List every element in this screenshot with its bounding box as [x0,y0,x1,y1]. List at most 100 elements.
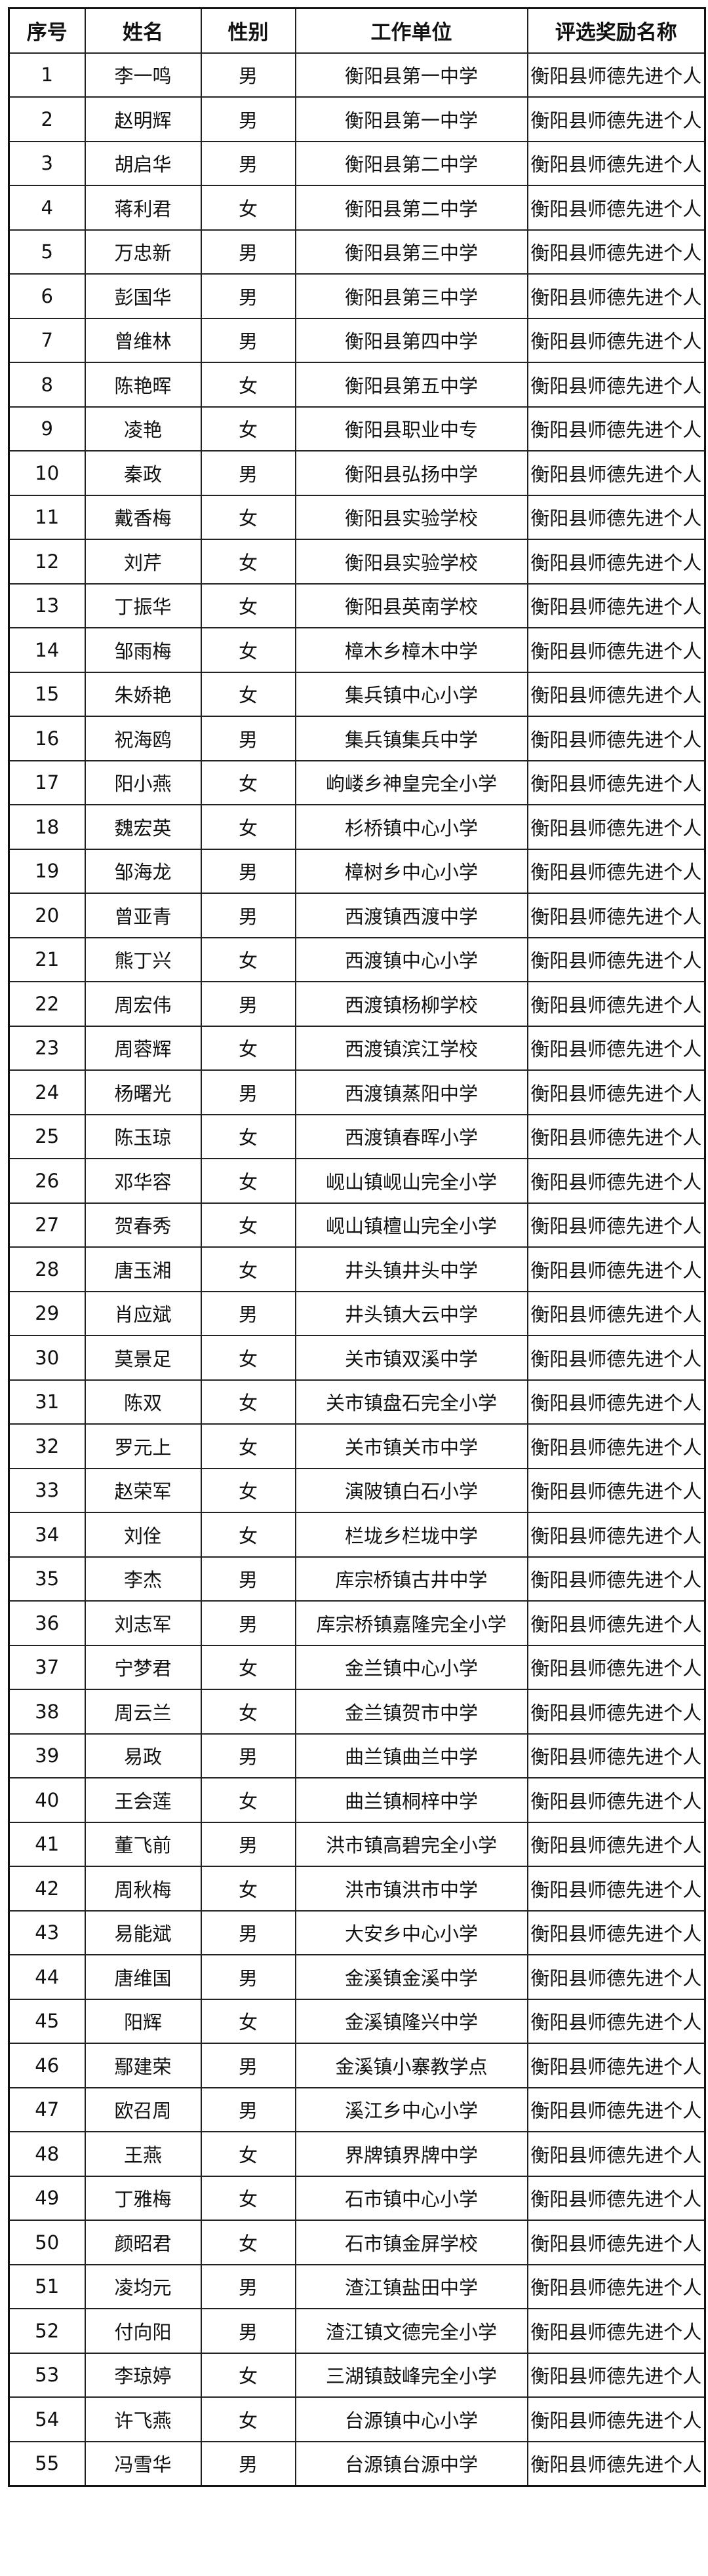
cell-gender: 男 [200,2308,296,2354]
cell-name: 周云兰 [84,1689,202,1735]
cell-name: 蒋利君 [84,185,202,231]
cell-workplace: 西渡镇滨江学校 [294,1025,528,1071]
cell-index: 3 [8,140,86,186]
cell-award: 衡阳县师德先进个人 [526,2440,706,2487]
cell-workplace: 台源镇中心小学 [294,2396,528,2442]
cell-workplace: 演陂镇白石小学 [294,1467,528,1513]
cell-index: 38 [8,1689,86,1735]
table-row: 36 刘志军男库宗桥镇嘉隆完全小学 衡阳县师德先进个人 [8,1600,706,1646]
cell-workplace: 西渡镇西渡中学 [294,893,528,938]
cell-index: 16 [8,716,86,761]
cell-gender: 女 [200,1158,296,1204]
table-row: 25 陈玉琼女西渡镇春晖小学 衡阳县师德先进个人 [8,1113,706,1159]
cell-award: 衡阳县师德先进个人 [526,893,706,938]
cell-name: 颜昭君 [84,2220,202,2265]
cell-gender: 男 [200,848,296,894]
cell-gender: 女 [200,1644,296,1690]
cell-award: 衡阳县师德先进个人 [526,494,706,540]
cell-award: 衡阳县师德先进个人 [526,1202,706,1248]
cell-workplace: 石市镇金屏学校 [294,2220,528,2265]
cell-name: 邓华容 [84,1158,202,1204]
cell-gender: 女 [200,1379,296,1425]
cell-workplace: 西渡镇中心小学 [294,936,528,982]
cell-gender: 男 [200,1290,296,1336]
cell-workplace: 衡阳县第五中学 [294,362,528,408]
cell-award: 衡阳县师德先进个人 [526,759,706,805]
cell-index: 13 [8,583,86,628]
table-row: 29 肖应斌男井头镇大云中学 衡阳县师德先进个人 [8,1290,706,1336]
cell-workplace: 衡阳县第四中学 [294,317,528,363]
cell-award: 衡阳县师德先进个人 [526,2220,706,2265]
cell-award: 衡阳县师德先进个人 [526,2352,706,2398]
cell-award: 衡阳县师德先进个人 [526,1025,706,1071]
cell-index: 6 [8,273,86,319]
cell-index: 43 [8,1910,86,1955]
cell-index: 35 [8,1556,86,1602]
cell-name: 李一鸣 [84,52,202,98]
cell-index: 17 [8,759,86,805]
cell-index: 9 [8,406,86,452]
table-row: 44 唐维国男金溪镇金溪中学 衡阳县师德先进个人 [8,1954,706,2000]
cell-name: 丁雅梅 [84,2175,202,2221]
cell-workplace: 洪市镇高碧完全小学 [294,1821,528,1867]
cell-index: 7 [8,317,86,363]
cell-name: 曾维林 [84,317,202,363]
cell-name: 曾亚青 [84,893,202,938]
cell-index: 51 [8,2263,86,2309]
cell-gender: 女 [200,2175,296,2221]
cell-index: 46 [8,2043,86,2088]
cell-name: 欧召周 [84,2086,202,2132]
cell-workplace: 岘山镇岘山完全小学 [294,1158,528,1204]
cell-gender: 女 [200,759,296,805]
cell-name: 彭国华 [84,273,202,319]
cell-name: 李琼婷 [84,2352,202,2398]
cell-award: 衡阳县师德先进个人 [526,671,706,717]
cell-name: 许飞燕 [84,2396,202,2442]
cell-name: 赵明辉 [84,96,202,142]
cell-award: 衡阳县师德先进个人 [526,52,706,98]
cell-award: 衡阳县师德先进个人 [526,583,706,628]
table-row: 7 曾维林男衡阳县第四中学 衡阳县师德先进个人 [8,317,706,363]
cell-name: 王燕 [84,2131,202,2177]
cell-name: 冯雪华 [84,2440,202,2487]
cell-award: 衡阳县师德先进个人 [526,1379,706,1425]
cell-workplace: 金溪镇小寨教学点 [294,2043,528,2088]
cell-name: 肖应斌 [84,1290,202,1336]
cell-award: 衡阳县师德先进个人 [526,2131,706,2177]
table-row: 51 凌均元男渣江镇盐田中学 衡阳县师德先进个人 [8,2263,706,2309]
cell-index: 47 [8,2086,86,2132]
cell-workplace: 衡阳县英南学校 [294,583,528,628]
cell-name: 熊丁兴 [84,936,202,982]
cell-award: 衡阳县师德先进个人 [526,1158,706,1204]
cell-gender: 男 [200,2263,296,2309]
cell-workplace: 衡阳县第三中学 [294,229,528,275]
cell-workplace: 石市镇中心小学 [294,2175,528,2221]
cell-name: 邹雨梅 [84,627,202,673]
table-row: 26 邓华容女岘山镇岘山完全小学 衡阳县师德先进个人 [8,1158,706,1204]
cell-index: 37 [8,1644,86,1690]
cell-name: 王会莲 [84,1777,202,1823]
cell-gender: 男 [200,52,296,98]
table-row: 21 熊丁兴女西渡镇中心小学 衡阳县师德先进个人 [8,936,706,982]
table-row: 35 李杰男库宗桥镇古井中学 衡阳县师德先进个人 [8,1556,706,1602]
cell-index: 5 [8,229,86,275]
cell-index: 14 [8,627,86,673]
awardees-table: 序号 姓名 性别 工作单位 评选奖励名称 1 李一鸣男衡阳县第一中学 衡阳县师德先进… [8,7,706,2487]
cell-index: 24 [8,1069,86,1115]
cell-name: 董飞前 [84,1821,202,1867]
cell-gender: 女 [200,362,296,408]
cell-gender: 女 [200,1202,296,1248]
cell-award: 衡阳县师德先进个人 [526,1777,706,1823]
cell-index: 25 [8,1113,86,1159]
cell-workplace: 岣嵝乡神皇完全小学 [294,759,528,805]
cell-gender: 女 [200,1512,296,1558]
table-row: 39 易政男曲兰镇曲兰中学 衡阳县师德先进个人 [8,1733,706,1778]
table-row: 31 陈双女关市镇盘石完全小学 衡阳县师德先进个人 [8,1379,706,1425]
cell-gender: 女 [200,583,296,628]
cell-index: 30 [8,1335,86,1381]
cell-workplace: 衡阳县第三中学 [294,273,528,319]
table-row: 24 杨曙光男西渡镇蒸阳中学 衡阳县师德先进个人 [8,1069,706,1115]
cell-gender: 男 [200,1069,296,1115]
cell-workplace: 渣江镇文德完全小学 [294,2308,528,2354]
cell-gender: 女 [200,1335,296,1381]
